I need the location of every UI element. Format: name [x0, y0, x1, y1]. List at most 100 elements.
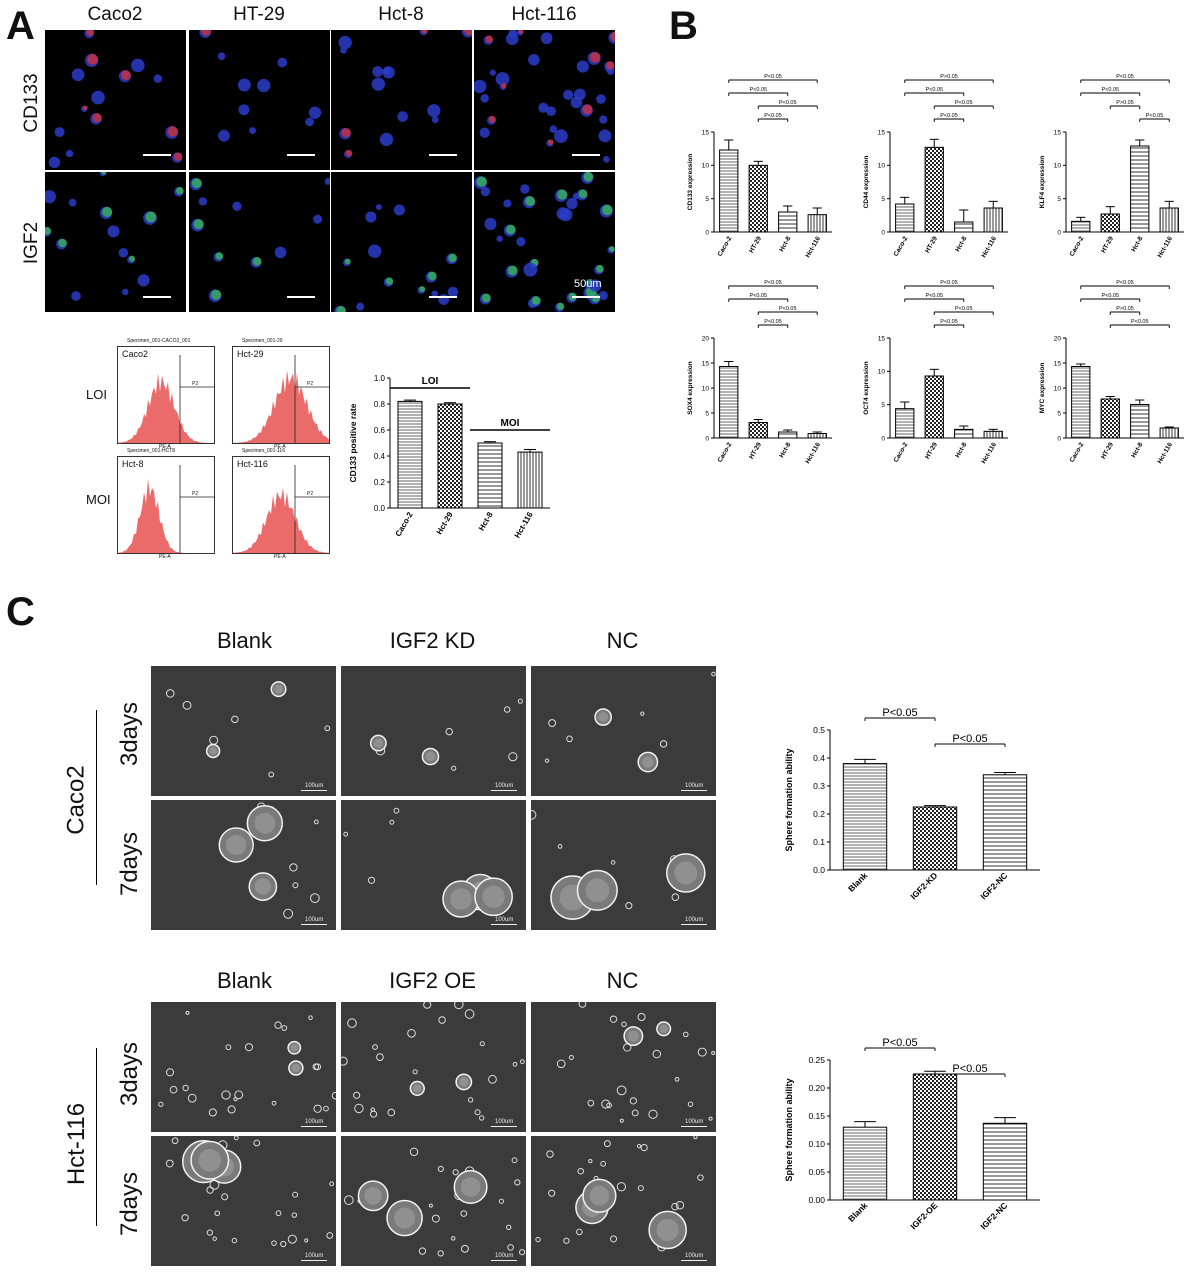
significance-label: P<0.05 [764, 280, 782, 286]
bar-hct-8 [1130, 145, 1150, 233]
gate-label: P2 [192, 381, 198, 387]
significance-label: P>0.05 [1116, 100, 1134, 106]
col-label-blank-bottom: Blank [216, 968, 273, 993]
bar-caco-2 [397, 400, 423, 509]
flow-plot-hct-29: P2 Hct-29 [232, 346, 330, 444]
bar-igf2-nc [982, 774, 1028, 871]
y-tick-label: 0.25 [808, 1055, 825, 1065]
bar-hct-116 [807, 214, 827, 233]
flow-specimen-label: Specimen_001-HCT8 [127, 448, 176, 454]
divider-line-top [96, 710, 97, 885]
flow-plot-hct-8: P2 Hct-8 [117, 456, 215, 554]
group-label-loi: LOI [422, 376, 439, 387]
x-tick-label: Caco-2 [893, 235, 910, 258]
col-label-igf2kd: IGF2 KD [389, 628, 476, 653]
bar-hct-116 [807, 433, 827, 439]
x-tick-label: Caco-2 [1069, 235, 1086, 258]
significance-label: P<0.05 [1101, 87, 1119, 93]
flow-plot-title: Caco2 [122, 349, 148, 359]
bar-blank [842, 1126, 888, 1201]
x-tick-label: Caco-2 [1069, 441, 1086, 464]
bar-hct-8 [954, 428, 974, 439]
scale-bar [301, 1126, 327, 1127]
x-tick-label: Hct-8 [954, 441, 968, 459]
significance-label: P<0.05 [882, 1037, 917, 1049]
significance-label: P<0.05 [925, 293, 943, 299]
y-tick-label: 15 [1054, 129, 1062, 136]
sphere-image-caco2-3days-blank: 100um [151, 666, 336, 796]
sphere-image-caco2-3days-nc: 100um [531, 666, 716, 796]
significance-label: P<0.05 [749, 293, 767, 299]
x-tick-label: Hct-116 [980, 235, 998, 259]
bar-hct-8 [778, 431, 798, 439]
micrograph-igf2-hct-116: 50um [474, 172, 615, 312]
y-axis-label: CD44 expression [863, 156, 870, 209]
bar-caco-2 [895, 203, 915, 233]
x-tick-label: Hct-8 [1130, 235, 1144, 253]
micrograph-cd133-hct-116 [474, 30, 615, 170]
klf4-expression-chart: 0 5 10 15 KLF4 expression Caco-2 HT-29 Hct-8 Hct… [1039, 74, 1184, 259]
scale-bar [143, 296, 171, 298]
y-tick-label: 0.6 [374, 426, 386, 435]
x-tick-label: Caco-2 [717, 235, 734, 258]
y-tick-label: 0.0 [813, 865, 825, 875]
cd133-expression-chart: 0 5 10 15 CD133 expression Caco-2 HT-29 Hct-8 Hc… [687, 74, 832, 259]
flow-label-loi: LOI [86, 387, 107, 402]
sphere-image-hct116-3days-blank: 100um [151, 1002, 336, 1132]
significance-label: P<0.05 [955, 306, 973, 312]
scale-bar [572, 154, 600, 156]
sphere-image-hct116-7days-blank: 100um [151, 1136, 336, 1266]
y-tick-label: 10 [1054, 385, 1062, 392]
gate-label: P2 [307, 491, 313, 497]
x-tick-label: Hct-8 [778, 235, 792, 253]
x-tick-label: IGF2-OE [908, 1200, 939, 1231]
y-tick-label: 15 [1054, 360, 1062, 367]
flow-xaxis-label: PE-A [159, 444, 171, 450]
y-axis-label: CD133 expression [687, 154, 694, 210]
y-tick-label: 5 [1057, 410, 1061, 417]
divider-line-bottom [96, 1048, 97, 1226]
micrograph-igf2-caco2 [45, 172, 186, 312]
bar-hct-8 [1130, 404, 1150, 439]
x-tick-label: Hct-116 [980, 441, 998, 465]
x-tick-label: HT-29 [748, 235, 763, 254]
y-tick-label: 0 [1057, 435, 1061, 442]
bar-ht-29 [1100, 213, 1120, 233]
scale-bar [681, 1260, 707, 1261]
bar-hct-8 [477, 442, 503, 509]
scale-label: 100um [305, 1119, 324, 1125]
cd44-expression-chart: 0 5 10 15 CD44 expression Caco-2 HT-29 Hct-8 Hct… [863, 74, 1008, 259]
y-tick-label: 10 [878, 163, 886, 170]
x-tick-label: IGF2-KD [908, 870, 939, 901]
sphere-formation-caco2-chart: 0.0 0.1 0.2 0.3 0.4 0.5 Sphere formation abili… [784, 707, 1040, 901]
scale-bar [572, 296, 600, 298]
micrograph-cd133-caco2 [45, 30, 186, 170]
scale-label: 100um [685, 783, 704, 789]
y-tick-label: 15 [702, 360, 710, 367]
bar-hct-116 [983, 430, 1003, 439]
sphere-image-caco2-7days-igf2-kd: 100um [341, 800, 526, 930]
significance-label: P<0.05 [764, 74, 782, 80]
y-tick-label: 5 [1057, 196, 1061, 203]
significance-label: P<0.05 [1116, 280, 1134, 286]
sphere-image-hct116-3days-nc: 100um [531, 1002, 716, 1132]
col-label-nc-bottom: NC [606, 968, 639, 993]
flow-xaxis-label: PE-A [274, 554, 286, 560]
y-axis-label: Sphere formation ability [784, 748, 794, 851]
x-tick-label: Hct-8 [1130, 441, 1144, 459]
scale-bar [491, 1260, 517, 1261]
x-tick-label: IGF2-NC [978, 870, 1009, 901]
x-tick-label: Blank [846, 1200, 870, 1224]
scale-bar [429, 296, 457, 298]
y-tick-label: 0.2 [813, 809, 825, 819]
sphere-image-caco2-3days-igf2-kd: 100um [341, 666, 526, 796]
y-tick-label: 10 [702, 163, 710, 170]
scale-bar [491, 924, 517, 925]
y-tick-label: 0.3 [813, 781, 825, 791]
x-tick-label: Hct-116 [1156, 235, 1174, 259]
significance-label: P>0.05 [940, 74, 958, 80]
day-label-3days-top: 3days [116, 701, 144, 767]
sphere-image-caco2-7days-nc: 100um [531, 800, 716, 930]
col-label-hct8: Hct-8 [378, 4, 424, 25]
gate-label: P2 [307, 381, 313, 387]
